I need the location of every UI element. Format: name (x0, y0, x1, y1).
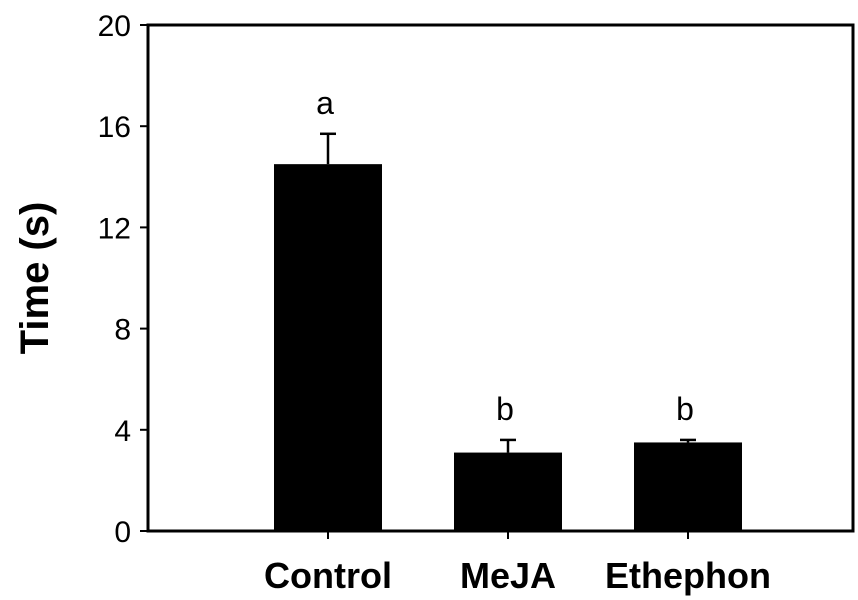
bar (634, 442, 742, 531)
y-tick-label: 0 (114, 516, 131, 549)
y-tick-label: 20 (98, 10, 131, 43)
bar (454, 452, 562, 531)
x-tick-label: Control (264, 555, 392, 596)
y-tick-label: 16 (98, 111, 131, 144)
significance-label: b (496, 391, 514, 427)
y-axis: 0 4 8 12 16 20 (98, 10, 148, 549)
x-axis: Control MeJA Ethephon (264, 531, 771, 596)
y-tick-label: 8 (114, 314, 131, 347)
significance-label: b (676, 391, 694, 427)
y-tick-label: 4 (114, 415, 131, 448)
x-tick-label: Ethephon (605, 555, 771, 596)
y-axis-label: Time (s) (13, 202, 57, 355)
bar (274, 164, 382, 531)
x-tick-label: MeJA (460, 555, 556, 596)
y-tick-label: 12 (98, 212, 131, 245)
bars: a b b (274, 85, 742, 531)
significance-label: a (316, 85, 334, 121)
